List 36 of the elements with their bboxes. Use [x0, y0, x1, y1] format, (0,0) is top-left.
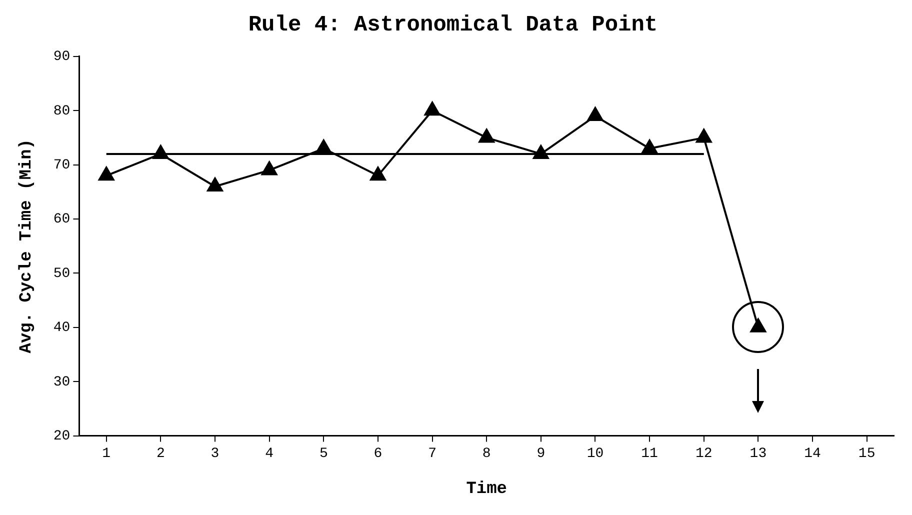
x-tick-label: 15 — [858, 446, 876, 462]
y-tick-label: 70 — [53, 158, 70, 174]
point — [261, 161, 278, 176]
point — [587, 107, 604, 122]
x-tick-label: 4 — [265, 446, 274, 462]
x-tick-label: 2 — [156, 446, 165, 462]
point — [98, 166, 114, 181]
point — [316, 140, 332, 154]
point — [696, 128, 712, 143]
y-tick-label: 60 — [53, 212, 70, 228]
point — [642, 140, 658, 154]
x-tick-label: 14 — [804, 446, 821, 462]
x-tick-label: 6 — [374, 446, 382, 462]
point — [478, 128, 495, 143]
y-tick-label: 40 — [53, 320, 70, 336]
x-tick-label: 10 — [586, 446, 604, 462]
x-tick-label: 11 — [641, 446, 658, 462]
x-tick-label: 5 — [319, 446, 328, 462]
y-tick-label: 90 — [53, 49, 70, 66]
x-axis-title: Time — [466, 480, 508, 500]
x-tick-label: 8 — [482, 446, 491, 462]
y-tick-label: 50 — [53, 266, 70, 282]
point — [424, 102, 440, 116]
y-tick-label: 80 — [53, 103, 70, 120]
x-tick-label: 13 — [750, 446, 767, 462]
y-axis-title: Avg. Cycle Time (Min) — [17, 138, 36, 354]
point — [207, 177, 223, 192]
y-tick-label: 20 — [53, 428, 70, 445]
chart-title: Rule 4: Astronomical Data Point — [248, 12, 658, 38]
point — [370, 166, 386, 181]
x-tick-label: 7 — [428, 446, 436, 462]
x-tick-label: 1 — [102, 446, 111, 462]
y-tick-label: 30 — [53, 374, 70, 390]
x-tick-label: 12 — [695, 446, 712, 462]
x-tick-label: 3 — [210, 446, 220, 462]
x-tick-label: 9 — [536, 446, 546, 462]
